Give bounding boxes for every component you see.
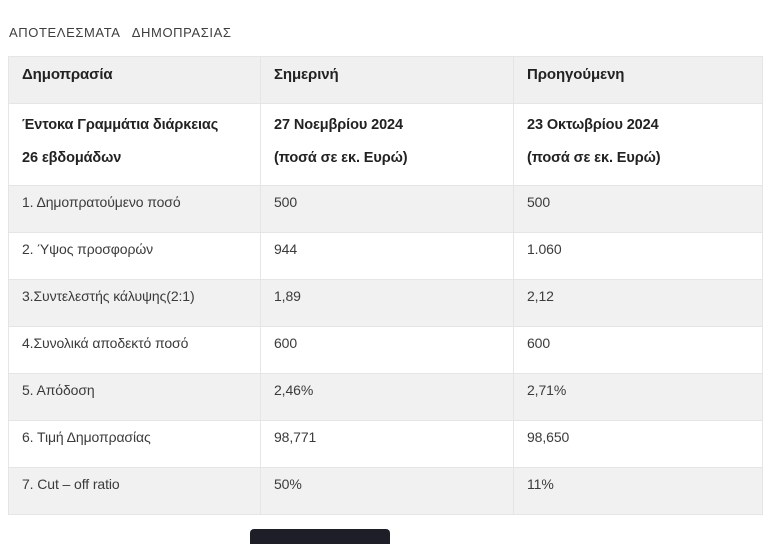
page-title: ΑΠΟΤΕΛΕΣΜΑΤΑ ΔΗΜΟΠΡΑΣΙΑΣ <box>9 25 232 40</box>
row-current-cell: 98,771 <box>260 420 514 468</box>
row-previous-cell: 600 <box>513 326 763 374</box>
bill-duration-line1: Έντοκα Γραμμάτια διάρκειας <box>22 117 219 133</box>
table-row: 3.Συντελεστής κάλυψης(2:1) 1,89 2,12 <box>8 279 763 327</box>
row-previous-cell: 98,650 <box>513 420 763 468</box>
row-label-cell: 5. Απόδοση <box>8 373 261 421</box>
row-previous-cell: 1.060 <box>513 232 763 280</box>
row-label-cell: 4.Συνολικά αποδεκτό ποσό <box>8 326 261 374</box>
row-previous-cell: 500 <box>513 185 763 233</box>
subheader-previous-cell: 23 Οκτωβρίου 2024 (ποσά σε εκ. Ευρώ) <box>513 103 763 186</box>
current-units: (ποσά σε εκ. Ευρώ) <box>274 150 408 166</box>
current-date: 27 Νοεμβρίου 2024 <box>274 117 403 133</box>
row-current-cell: 1,89 <box>260 279 514 327</box>
row-current-cell: 944 <box>260 232 514 280</box>
previous-date: 23 Οκτωβρίου 2024 <box>527 117 659 133</box>
header-auction: Δημοπρασία <box>8 56 261 104</box>
table-row: 2. Ύψος προσφορών 944 1.060 <box>8 232 763 280</box>
row-label-cell: 6. Τιμή Δημοπρασίας <box>8 420 261 468</box>
row-current-cell: 50% <box>260 467 514 515</box>
row-previous-cell: 2,12 <box>513 279 763 327</box>
auction-results-table: Δημοπρασία Σημερινή Προηγούμενη Έντοκα Γ… <box>8 56 763 515</box>
header-current: Σημερινή <box>260 56 514 104</box>
bottom-dark-bar <box>250 529 390 544</box>
subheader-current-cell: 27 Νοεμβρίου 2024 (ποσά σε εκ. Ευρώ) <box>260 103 514 186</box>
row-previous-cell: 2,71% <box>513 373 763 421</box>
previous-units: (ποσά σε εκ. Ευρώ) <box>527 150 661 166</box>
bill-duration-line2: 26 εβδομάδων <box>22 150 122 166</box>
row-label-cell: 7. Cut – off ratio <box>8 467 261 515</box>
table-row: 1. Δημοπρατούμενο ποσό 500 500 <box>8 185 763 233</box>
table-header-row: Δημοπρασία Σημερινή Προηγούμενη <box>8 56 763 104</box>
row-current-cell: 600 <box>260 326 514 374</box>
row-label-cell: 1. Δημοπρατούμενο ποσό <box>8 185 261 233</box>
header-previous: Προηγούμενη <box>513 56 763 104</box>
table-row: 4.Συνολικά αποδεκτό ποσό 600 600 <box>8 326 763 374</box>
row-current-cell: 500 <box>260 185 514 233</box>
table-row: 7. Cut – off ratio 50% 11% <box>8 467 763 515</box>
row-current-cell: 2,46% <box>260 373 514 421</box>
row-previous-cell: 11% <box>513 467 763 515</box>
row-label-cell: 3.Συντελεστής κάλυψης(2:1) <box>8 279 261 327</box>
row-label-cell: 2. Ύψος προσφορών <box>8 232 261 280</box>
table-row: 6. Τιμή Δημοπρασίας 98,771 98,650 <box>8 420 763 468</box>
subheader-label-cell: Έντοκα Γραμμάτια διάρκειας 26 εβδομάδων <box>8 103 261 186</box>
table-row: 5. Απόδοση 2,46% 2,71% <box>8 373 763 421</box>
table-subheader-row: Έντοκα Γραμμάτια διάρκειας 26 εβδομάδων … <box>8 103 763 186</box>
